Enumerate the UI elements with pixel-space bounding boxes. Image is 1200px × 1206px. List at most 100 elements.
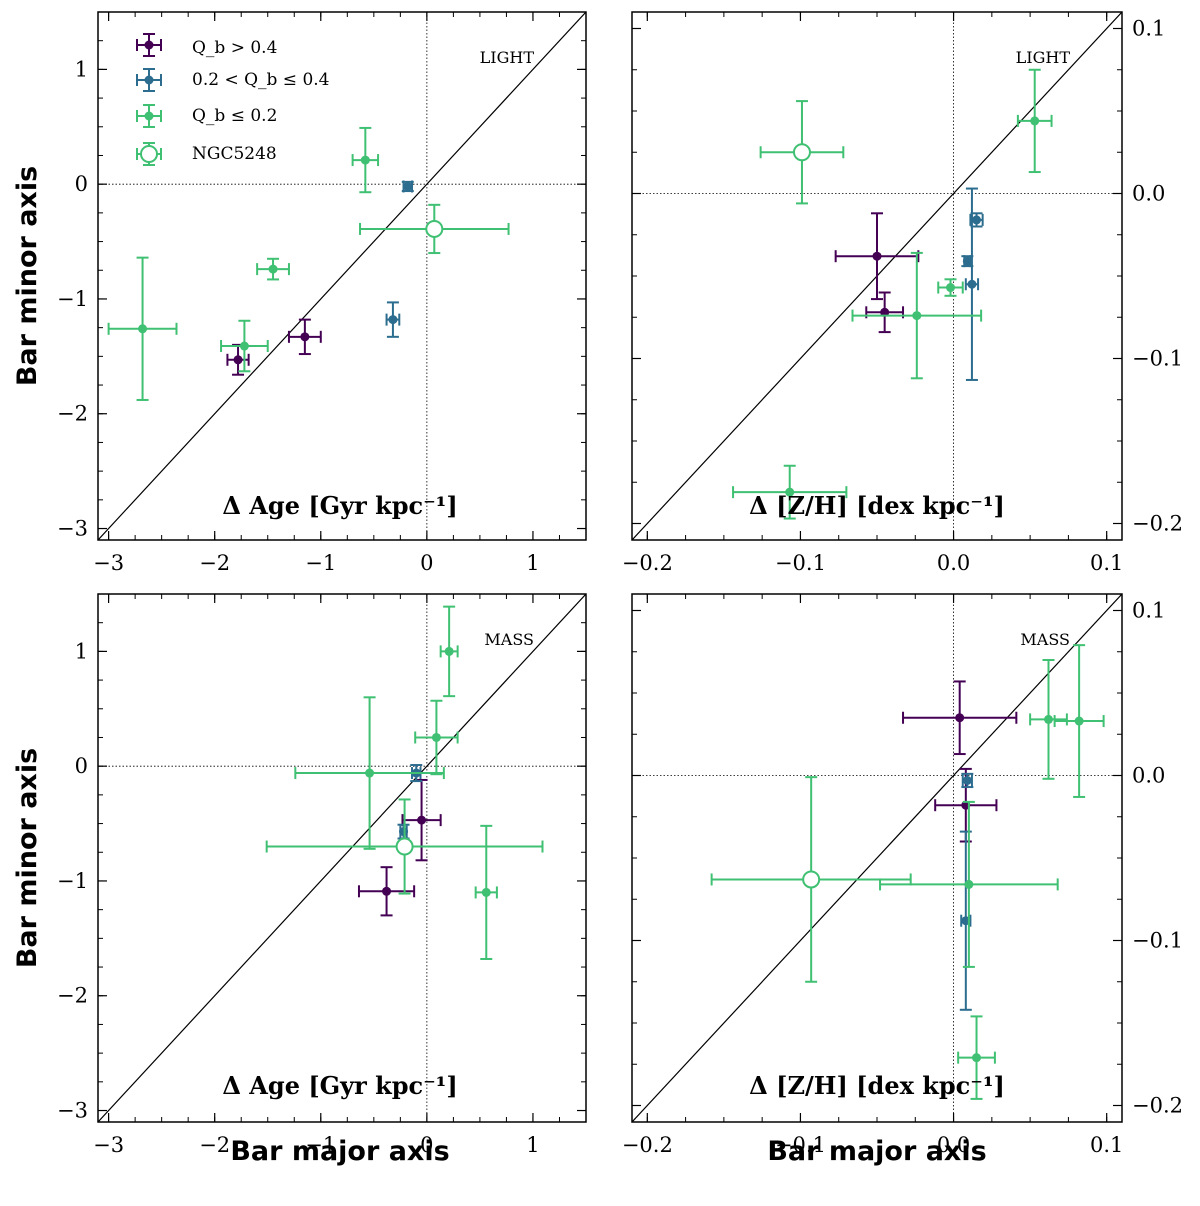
data-point-low [957, 1015, 996, 1100]
x-tick-label: 0 [420, 1133, 433, 1157]
panel-label: MASS [1020, 630, 1070, 649]
data-marker [785, 487, 795, 497]
data-marker [300, 332, 310, 342]
y-tick-label: 0.1 [1132, 17, 1165, 41]
y-tick-label: −0.1 [1132, 347, 1183, 371]
legend-entry-low: Q_b ≤ 0.2 [136, 104, 277, 128]
data-point-low [220, 319, 269, 373]
ticks [632, 12, 1122, 540]
legend-marker-high [136, 33, 162, 57]
x-tick-label: 0.0 [937, 1133, 970, 1157]
x-tick-label: −0.1 [775, 551, 826, 575]
y-tick-label: −3 [57, 517, 88, 541]
plot-frame [97, 11, 587, 541]
data-point-high [865, 291, 905, 334]
legend-marker-ngc [136, 142, 162, 166]
data-marker [962, 256, 972, 266]
data-marker [964, 879, 974, 889]
data-point-low [851, 251, 983, 380]
plot-area [98, 594, 586, 1122]
data-point-ngc [759, 100, 845, 205]
legend-entry-high: Q_b > 0.4 [136, 33, 277, 58]
data-marker [880, 307, 890, 317]
data-point-low [107, 256, 178, 401]
x-axis-title-left: Bar major axis [230, 1136, 449, 1167]
plot-area [98, 12, 586, 540]
y-tick-label: −0.2 [1132, 1094, 1183, 1118]
legend-label-high: Q_b > 0.4 [192, 38, 277, 58]
y-tick-label: −2 [57, 402, 88, 426]
data-marker-open [425, 219, 444, 238]
x-tick-label: 1 [526, 1133, 539, 1157]
data-point-mid [961, 772, 974, 789]
data-point-mid [397, 823, 410, 840]
data-marker [417, 815, 427, 825]
data-marker [955, 713, 965, 723]
x-axis-title-right: Bar major axis [767, 1136, 986, 1167]
data-point-low [732, 464, 848, 520]
one-to-one-line [98, 594, 586, 1122]
ticks [98, 593, 587, 1122]
data-marker [972, 1053, 982, 1063]
y-tick-label: 0 [75, 754, 88, 778]
legend-entry-mid: 0.2 < Q_b ≤ 0.4 [136, 68, 330, 92]
data-point-ngc [710, 776, 912, 983]
data-marker [1074, 716, 1084, 726]
x-tick-label: −2 [199, 551, 230, 575]
metric-label: Δ Age [Gyr kpc⁻¹] [222, 491, 457, 520]
metric-label: Δ Age [Gyr kpc⁻¹] [222, 1071, 457, 1100]
data-point-high [287, 318, 322, 356]
data-marker [360, 155, 370, 165]
data-marker-open [792, 143, 811, 162]
data-marker [399, 827, 409, 837]
x-tick-label: 0.1 [1090, 551, 1123, 575]
one-to-one-line [632, 594, 1122, 1122]
data-point-low [256, 257, 290, 281]
data-marker [382, 886, 392, 896]
plot-area [632, 12, 1122, 540]
legend-marker-dot [144, 75, 154, 85]
data-marker [403, 181, 413, 191]
one-to-one-line [98, 12, 586, 540]
x-tick-label: 0 [420, 551, 433, 575]
data-point-high [902, 680, 1018, 756]
x-tick-label: −3 [93, 1133, 124, 1157]
data-marker [444, 646, 454, 656]
data-point-mid [964, 187, 980, 381]
legend: Q_b > 0.4 0.2 < Q_b ≤ 0.4 Q_b ≤ 0.2 NGC5… [136, 33, 330, 166]
y-tick-label: −0.1 [1132, 929, 1183, 953]
legend-marker-dot [144, 40, 154, 50]
ticks [98, 11, 587, 540]
panel-label: MASS [484, 630, 534, 649]
x-tick-label: −1 [305, 551, 336, 575]
data-marker [946, 283, 955, 293]
data-marker-open [395, 837, 414, 856]
legend-marker-dot [140, 145, 158, 163]
data-marker [1044, 714, 1053, 724]
x-tick-label: −0.1 [775, 1133, 826, 1157]
data-point-high [834, 212, 920, 301]
data-marker [1030, 116, 1040, 126]
y-tick-label: −0.2 [1132, 512, 1183, 536]
data-marker [967, 279, 977, 289]
panel-label: LIGHT [1016, 48, 1071, 67]
data-marker [972, 215, 982, 225]
data-point-low [1016, 68, 1053, 174]
data-point-mid [401, 180, 414, 193]
data-marker [138, 324, 148, 334]
x-tick-label: −2 [199, 1133, 230, 1157]
metric-label: Δ [Z/H] [dex kpc⁻¹] [749, 1071, 1005, 1100]
y-tick-label: 1 [75, 57, 88, 81]
panel-light-metallicity: −0.2 −0.1 0.0 0.1 −0.2 −0.1 0.0 0.1 LIGHT Δ [Z/H… [622, 11, 1183, 575]
ticks [632, 594, 1122, 1122]
x-tick-label: 0.0 [937, 551, 970, 575]
panel-label: LIGHT [480, 48, 535, 67]
y-tick-label: 0.1 [1132, 599, 1165, 623]
data-point-ngc [265, 798, 544, 895]
data-point-mid [385, 301, 401, 338]
data-point-low [439, 605, 459, 698]
y-axis-title-bottom: Bar minor axis [12, 748, 43, 968]
data-marker [268, 264, 278, 274]
x-tick-label: 1 [526, 551, 539, 575]
data-marker [239, 341, 249, 351]
